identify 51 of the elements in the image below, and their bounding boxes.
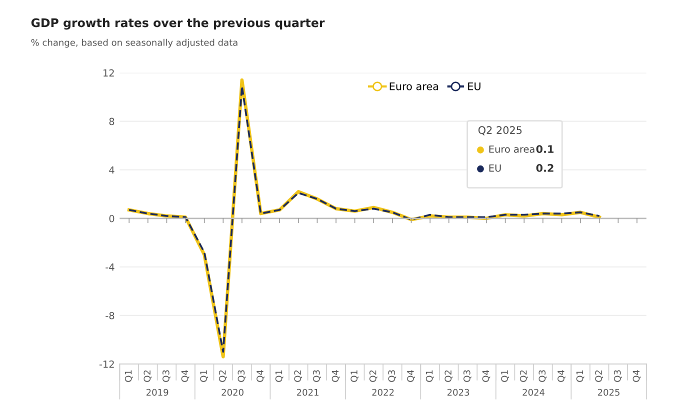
- x-tick-label: Q3: [388, 370, 396, 382]
- x-tick-label: Q1: [576, 370, 584, 382]
- x-tick-label: Q2: [294, 370, 302, 382]
- annotation: Q2 2025: [478, 126, 522, 136]
- text: 2022: [372, 388, 394, 396]
- y-tick-label: -4: [106, 264, 114, 271]
- x-tick-label: Q4: [181, 370, 190, 382]
- text: 2019: [146, 388, 168, 396]
- text: 2021: [296, 388, 318, 396]
- x-tick-label: Q4: [632, 370, 641, 382]
- y-tick-label: 8: [109, 118, 114, 126]
- text: 2024: [522, 388, 544, 396]
- text: 2020: [222, 388, 244, 396]
- annotation: EU: [489, 164, 501, 172]
- x-tick-label: Q2: [444, 370, 453, 382]
- x-tick-label: Q4: [482, 370, 490, 382]
- y-tick-label: 12: [104, 69, 114, 76]
- text: 2023: [447, 388, 470, 396]
- annotation: Euro area: [489, 146, 534, 153]
- text: 2025: [598, 388, 620, 396]
- y-tick-label: 4: [109, 166, 114, 174]
- x-tick-label: Q1: [124, 370, 133, 382]
- x-tick-label: Q2: [144, 370, 152, 382]
- x-tick-label: Q2: [520, 370, 528, 382]
- y-tick-label: -12: [99, 360, 114, 368]
- x-tick-label: Q1: [426, 370, 434, 382]
- annotation: 0.1: [536, 145, 554, 153]
- x-tick-label: Q3: [312, 370, 321, 382]
- x-tick-label: Q1: [501, 370, 509, 382]
- x-tick-label: Q4: [558, 370, 566, 382]
- x-tick-label: Q1: [275, 370, 284, 382]
- x-tick-label: Q2: [369, 370, 378, 382]
- x-tick-label: Q4: [256, 370, 264, 382]
- x-tick-label: Q3: [538, 370, 547, 382]
- y-tick-label: 0: [109, 214, 114, 222]
- x-tick-label: Q3: [614, 370, 622, 382]
- x-tick-label: Q1: [200, 370, 208, 382]
- x-tick-label: Q1: [350, 370, 358, 382]
- x-tick-label: Q2: [595, 370, 604, 382]
- x-tick-label: Q3: [162, 370, 170, 382]
- chart-title: GDP growth rates over the previous quarter: [31, 18, 325, 30]
- x-tick-label: Q4: [407, 370, 415, 382]
- annotation: 0.2: [536, 164, 554, 172]
- legend-label: EU: [468, 82, 480, 90]
- chart-subtitle: % change, based on seasonally adjusted data: [31, 38, 238, 48]
- x-tick-label: Q3: [238, 370, 246, 382]
- x-tick-label: Q2: [218, 370, 227, 382]
- y-tick-label: -8: [106, 312, 114, 320]
- legend-label: Euro area: [390, 82, 438, 90]
- x-tick-label: Q3: [463, 370, 472, 382]
- x-tick-label: Q4: [332, 370, 340, 382]
